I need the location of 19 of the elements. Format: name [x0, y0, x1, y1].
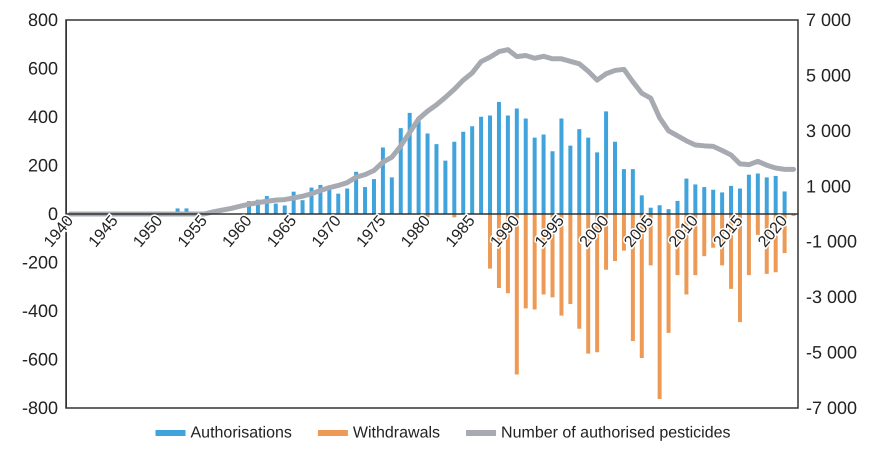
y2-tick-label: 5 000 — [806, 65, 852, 86]
y-tick-label: 400 — [28, 107, 58, 127]
y2-tick-label: 3 000 — [806, 120, 852, 141]
y2-tick-label: -3 000 — [806, 287, 858, 308]
y-tick-label: -200 — [22, 252, 58, 272]
y-tick-label: -800 — [22, 398, 58, 418]
y2-tick-label: -5 000 — [806, 342, 858, 363]
y2-tick-label: 1 000 — [806, 176, 852, 196]
legend-label: Number of authorised pesticides — [501, 424, 730, 442]
y-tick-label: -600 — [22, 350, 58, 370]
y-tick-label: 600 — [28, 58, 58, 78]
y2-tick-label: -7 000 — [806, 398, 858, 418]
legend-label: Withdrawals — [352, 424, 440, 442]
y2-tick-label: 7 000 — [806, 10, 852, 30]
y-tick-label: -400 — [22, 301, 58, 321]
y-tick-label: 200 — [28, 156, 58, 176]
legend-label: Authorisations — [190, 424, 292, 442]
y-tick-label: 800 — [28, 10, 58, 30]
y2-tick-label: -1 000 — [806, 232, 858, 252]
